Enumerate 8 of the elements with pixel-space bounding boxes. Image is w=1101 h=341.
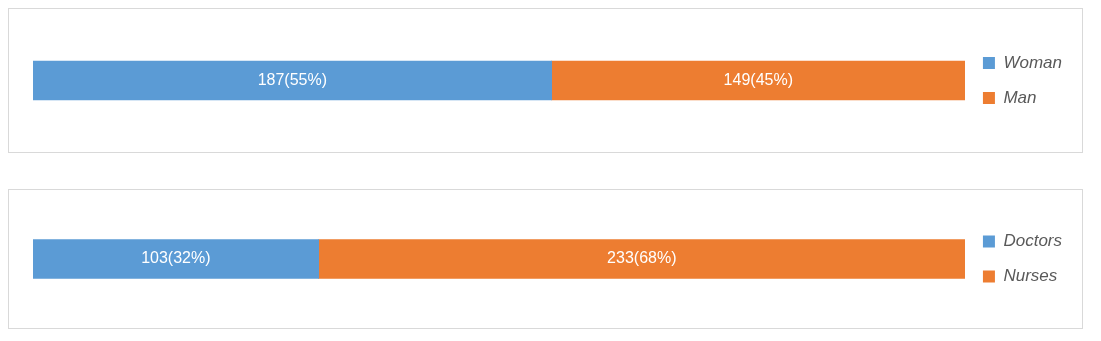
data-label: 149(45%) [723,70,793,88]
legend-label: Woman [1003,52,1063,72]
data-label: 103(32%) [141,249,211,267]
legend-label: Nurses [1003,266,1058,286]
data-label: 187(55%) [257,70,328,88]
legend-label: Doctors [1003,231,1063,251]
data-label: 233(68%) [607,249,677,267]
legend-label: Man [1003,87,1037,107]
